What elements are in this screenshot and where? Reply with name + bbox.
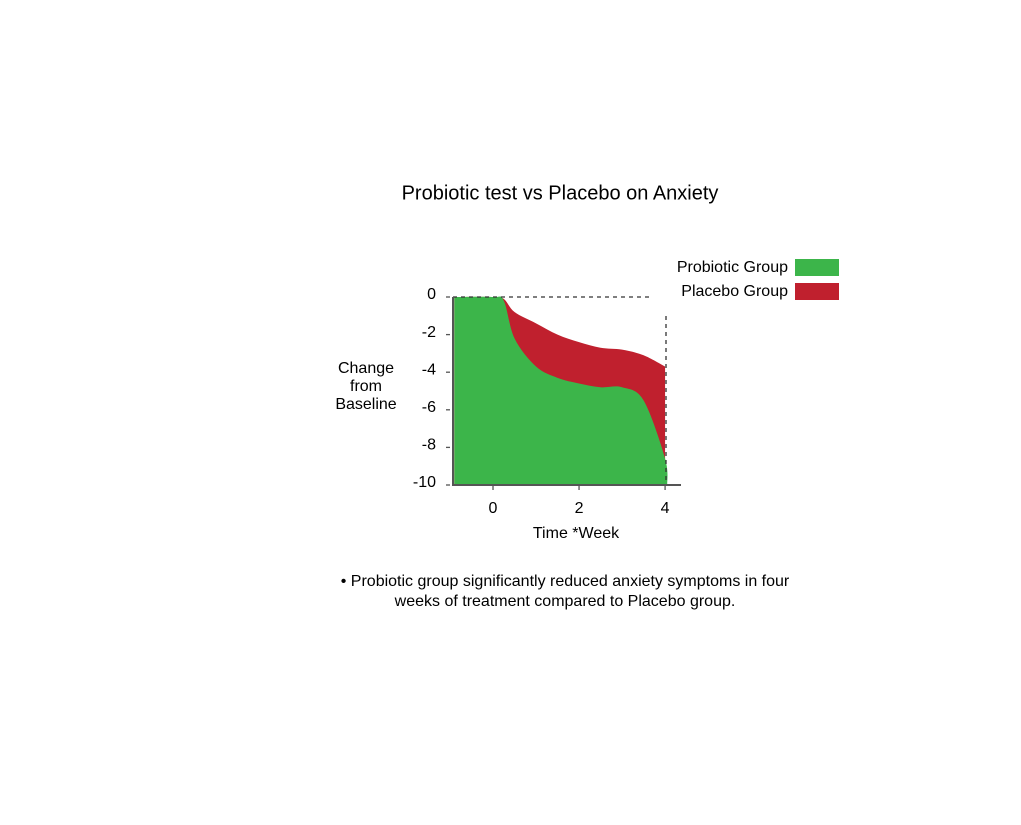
y-tick-label: -4 xyxy=(422,361,436,378)
y-axis-label: Change from Baseline xyxy=(335,360,397,413)
x-tick-label: 2 xyxy=(575,500,584,517)
y-tick-label: -10 xyxy=(413,474,436,491)
annotation: • Probiotic group significantly reduced … xyxy=(340,573,790,610)
y-tick-label: -6 xyxy=(422,399,436,416)
y-tick-label: -8 xyxy=(422,437,436,454)
legend-label: Placebo Group xyxy=(681,283,788,300)
x-tick-label: 0 xyxy=(489,500,498,517)
legend-label: Probiotic Group xyxy=(677,259,788,276)
y-tick-label: 0 xyxy=(427,286,436,303)
area xyxy=(454,296,668,485)
legend-swatch xyxy=(795,259,839,276)
chart-title: Probiotic test vs Placebo on Anxiety xyxy=(402,182,719,204)
legend-swatch xyxy=(795,283,839,300)
x-tick-label: 4 xyxy=(661,500,670,517)
plot-area xyxy=(454,296,668,485)
y-tick-label: -2 xyxy=(422,324,436,341)
x-axis-label: Time *Week xyxy=(533,525,620,542)
